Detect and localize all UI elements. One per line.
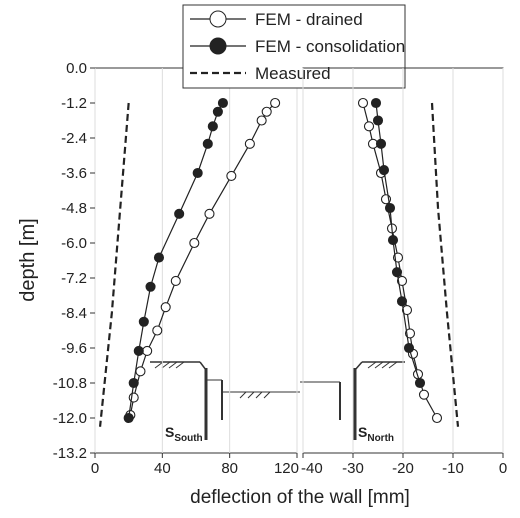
data-point <box>396 275 408 286</box>
legend-label: Measured <box>255 64 331 83</box>
data-point <box>244 138 255 149</box>
annotation-sub: North <box>367 433 394 444</box>
series-line <box>375 102 421 384</box>
data-point <box>384 202 396 214</box>
series-line <box>430 102 460 427</box>
y-tick-label: 0.0 <box>66 60 87 77</box>
y-tick-label: -9.6 <box>61 340 87 357</box>
data-point <box>431 412 443 424</box>
data-point <box>174 208 185 219</box>
data-point <box>207 121 218 132</box>
y-tick-label: -8.4 <box>61 305 87 322</box>
data-point <box>138 316 149 327</box>
data-point <box>135 366 146 377</box>
data-point <box>418 389 430 400</box>
x-axis-label: deflection of the wall [mm] <box>190 487 410 508</box>
data-point <box>128 377 139 389</box>
y-tick-label: -7.2 <box>61 270 87 287</box>
data-point <box>401 305 413 316</box>
legend: FEM - drained FEM - consolidation Measured <box>182 4 406 89</box>
annotation: SSouth <box>165 424 203 444</box>
series-line <box>98 102 130 427</box>
x-tick-label: 40 <box>154 460 171 477</box>
data-point <box>363 121 375 132</box>
excavation-sketch <box>150 361 405 440</box>
data-point <box>396 296 408 307</box>
data-point <box>212 106 223 117</box>
x-tick-label: 0 <box>91 460 99 477</box>
data-point <box>145 281 156 292</box>
data-point <box>123 412 134 424</box>
data-point <box>370 97 382 109</box>
annotation-text: S <box>358 424 367 440</box>
data-point <box>387 235 399 246</box>
data-point <box>414 377 426 389</box>
data-point <box>372 115 384 126</box>
legend-label: FEM - consolidation <box>255 37 405 56</box>
x-tick-label: -10 <box>442 460 464 477</box>
data-point <box>378 165 390 176</box>
x-tick-label: -20 <box>392 460 414 477</box>
x-tick-label: -40 <box>301 460 323 477</box>
x-tick-label: 80 <box>221 460 238 477</box>
y-tick-label: -10.8 <box>53 375 87 392</box>
data-point <box>217 97 228 109</box>
y-tick-label: -1.2 <box>61 95 87 112</box>
data-point <box>160 302 171 313</box>
y-tick-label: -3.6 <box>61 165 87 182</box>
x-tick-label: -30 <box>342 460 364 477</box>
data-point <box>403 342 415 354</box>
annotation-text: S <box>165 424 174 440</box>
annotation-sub: South <box>174 433 202 444</box>
data-point <box>357 97 369 109</box>
data-point <box>261 106 272 117</box>
legend-marker <box>209 10 227 28</box>
legend-marker <box>209 37 227 55</box>
data-point <box>189 237 200 249</box>
x-tick-label: 0 <box>499 460 507 477</box>
y-tick-label: -12.0 <box>53 410 87 427</box>
y-axis-label: depth [m] <box>17 218 39 301</box>
y-tick-label: -6.0 <box>61 235 87 252</box>
series-line <box>129 102 276 416</box>
x-tick-label: 120 <box>274 460 299 477</box>
data-point <box>170 275 181 286</box>
data-point <box>202 138 213 149</box>
data-point <box>375 138 387 149</box>
data-point <box>226 170 237 181</box>
data-point <box>391 267 403 278</box>
data-point <box>153 252 165 263</box>
data-point <box>192 167 203 179</box>
annotation: SNorth <box>358 424 394 444</box>
y-tick-label: -4.8 <box>61 200 87 217</box>
legend-label: FEM - drained <box>255 10 363 29</box>
data-point <box>270 97 281 109</box>
data-point <box>142 345 153 356</box>
data-point <box>133 345 144 356</box>
data-point <box>204 208 215 219</box>
data-point <box>152 325 163 336</box>
y-tick-label: -2.4 <box>61 130 87 147</box>
data-point <box>256 115 267 126</box>
y-tick-label: -13.2 <box>53 445 87 462</box>
